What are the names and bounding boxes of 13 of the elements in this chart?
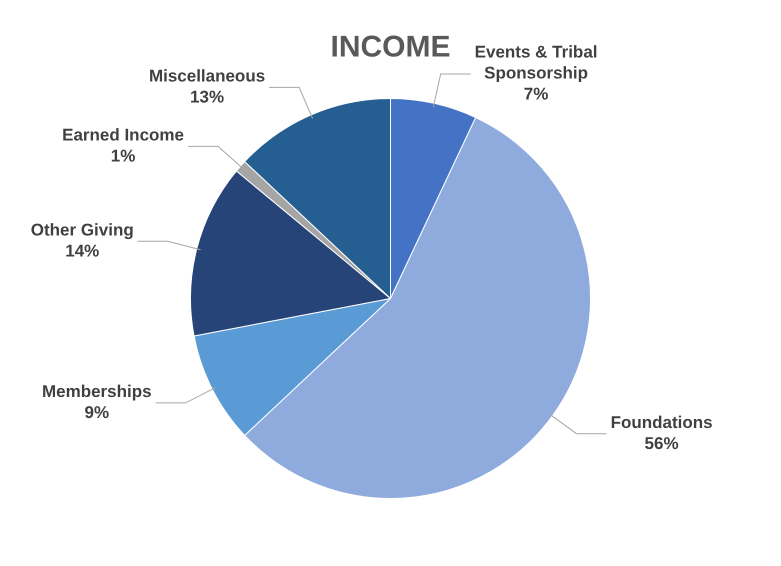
- data-label: 56%: [644, 434, 679, 453]
- data-label: 14%: [65, 241, 100, 260]
- slice-label: Miscellaneous: [148, 66, 266, 86]
- slice-label: Foundations: [610, 412, 713, 432]
- data-label: 7%: [524, 84, 548, 104]
- slice-label: Earned Income: [62, 126, 184, 145]
- data-label: 13%: [190, 88, 224, 107]
- data-label: 9%: [84, 403, 110, 422]
- slice-label: Events & Tribal Sponsorship: [474, 42, 598, 83]
- chart-title: INCOME: [330, 30, 450, 64]
- data-label: 1%: [110, 146, 136, 166]
- slice-label: Other Giving: [30, 220, 134, 240]
- slice-label: Memberships: [42, 382, 152, 402]
